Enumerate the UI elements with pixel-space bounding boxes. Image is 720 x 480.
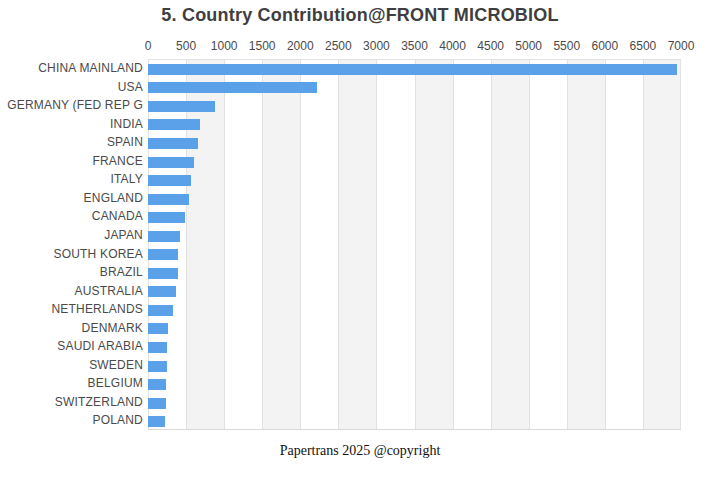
bar — [148, 268, 178, 279]
bar — [148, 212, 185, 223]
x-axis-tick-label: 6500 — [630, 39, 657, 53]
bar — [148, 101, 215, 112]
background-band — [567, 60, 605, 429]
gridline — [148, 60, 149, 429]
y-axis-label: DENMARK — [0, 319, 143, 338]
x-axis-tick-label: 7000 — [668, 39, 695, 53]
chart-page: 5. Country Contribution@FRONT MICROBIOL … — [0, 0, 720, 480]
bar — [148, 175, 191, 186]
y-axis-label: JAPAN — [0, 226, 143, 245]
gridline — [262, 60, 263, 429]
bar — [148, 379, 166, 390]
bar — [148, 157, 194, 168]
footer-text: Papertrans 2025 @copyright — [0, 443, 720, 459]
background-band — [338, 60, 376, 429]
gridline — [186, 60, 187, 429]
x-axis-tick-label: 6000 — [591, 39, 618, 53]
gridline — [453, 60, 454, 429]
y-axis-label: GERMANY (FED REP G — [0, 96, 143, 115]
x-axis-tick-label: 4500 — [477, 39, 504, 53]
gridline — [376, 60, 377, 429]
gridline — [300, 60, 301, 429]
x-axis-tick-label: 1500 — [249, 39, 276, 53]
y-axis-label: AUSTRALIA — [0, 282, 143, 301]
bar — [148, 194, 189, 205]
bar — [148, 82, 317, 93]
x-axis-tick-label: 3500 — [401, 39, 428, 53]
background-band — [262, 60, 300, 429]
y-axis-label: SWEDEN — [0, 356, 143, 375]
gridline — [415, 60, 416, 429]
y-axis-label: CHINA MAINLAND — [0, 59, 143, 78]
gridline — [338, 60, 339, 429]
bar — [148, 249, 178, 260]
x-axis-tick-label: 0 — [145, 39, 152, 53]
y-axis-label: POLAND — [0, 411, 143, 430]
bar — [148, 64, 677, 75]
bar — [148, 231, 180, 242]
x-axis-tick-label: 500 — [176, 39, 196, 53]
bar — [148, 138, 198, 149]
bar — [148, 286, 176, 297]
y-axis-label: SAUDI ARABIA — [0, 337, 143, 356]
gridline — [643, 60, 644, 429]
gridline — [529, 60, 530, 429]
bar — [148, 119, 200, 130]
x-axis-tick-label: 2500 — [325, 39, 352, 53]
x-axis: 0 500 1000 1500 2000 2500 3000 3500 4000 4500 5000… — [148, 39, 681, 53]
y-axis-label: SWITZERLAND — [0, 393, 143, 412]
x-axis-tick-label: 1000 — [211, 39, 238, 53]
chart-title: 5. Country Contribution@FRONT MICROBIOL — [0, 5, 720, 26]
y-axis-label: ENGLAND — [0, 189, 143, 208]
x-axis-tick-label: 3000 — [363, 39, 390, 53]
background-band — [415, 60, 453, 429]
y-axis-labels: CHINA MAINLANDUSAGERMANY (FED REP GINDIA… — [0, 59, 143, 430]
background-band — [643, 60, 681, 429]
x-axis-tick-label: 5000 — [515, 39, 542, 53]
gridline — [680, 60, 681, 429]
bar — [148, 323, 168, 334]
y-axis-label: SPAIN — [0, 133, 143, 152]
background-band — [491, 60, 529, 429]
gridline — [491, 60, 492, 429]
gridline — [567, 60, 568, 429]
x-axis-tick-label: 2000 — [287, 39, 314, 53]
gridline — [224, 60, 225, 429]
y-axis-label: USA — [0, 78, 143, 97]
y-axis-label: CANADA — [0, 207, 143, 226]
y-axis-label: INDIA — [0, 115, 143, 134]
y-axis-label: BRAZIL — [0, 263, 143, 282]
gridline — [605, 60, 606, 429]
bar — [148, 305, 173, 316]
y-axis-label: ITALY — [0, 170, 143, 189]
bar — [148, 361, 167, 372]
y-axis-label: SOUTH KOREA — [0, 245, 143, 264]
y-axis-label: NETHERLANDS — [0, 300, 143, 319]
x-axis-tick-label: 5500 — [553, 39, 580, 53]
x-axis-tick-label: 4000 — [439, 39, 466, 53]
bar — [148, 342, 167, 353]
y-axis-label: FRANCE — [0, 152, 143, 171]
plot-area — [148, 59, 681, 430]
bar — [148, 398, 166, 409]
bar — [148, 416, 165, 427]
background-band — [186, 60, 224, 429]
y-axis-label: BELGIUM — [0, 374, 143, 393]
